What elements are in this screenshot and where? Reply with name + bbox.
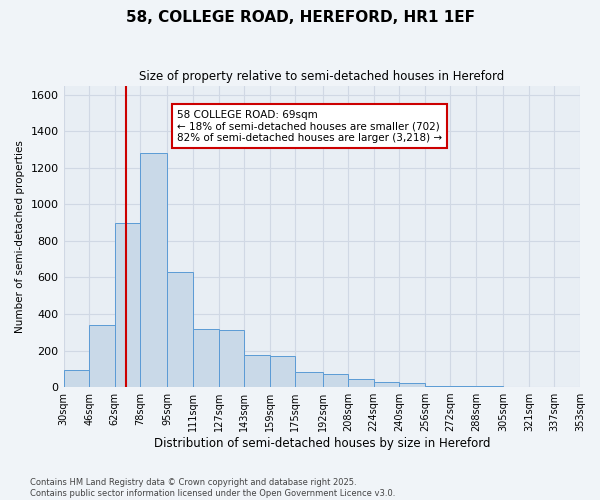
Text: 58 COLLEGE ROAD: 69sqm
← 18% of semi-detached houses are smaller (702)
82% of se: 58 COLLEGE ROAD: 69sqm ← 18% of semi-det… (177, 110, 442, 143)
Y-axis label: Number of semi-detached properties: Number of semi-detached properties (15, 140, 25, 333)
Bar (400, 384, 425, 387)
Title: Size of property relative to semi-detached houses in Hereford: Size of property relative to semi-detach… (139, 70, 505, 83)
Bar (323, 374, 348, 387)
Bar (295, 372, 323, 387)
Bar (115, 222, 140, 387)
Bar (218, 330, 244, 387)
Bar (167, 272, 193, 387)
X-axis label: Distribution of semi-detached houses by size in Hereford: Distribution of semi-detached houses by … (154, 437, 490, 450)
Bar (140, 153, 167, 387)
Bar (374, 382, 400, 387)
Bar (348, 379, 374, 387)
Bar (64, 370, 89, 387)
Bar (89, 325, 115, 387)
Bar (503, 386, 529, 387)
Bar (451, 386, 476, 387)
Bar (476, 386, 503, 387)
Text: Contains HM Land Registry data © Crown copyright and database right 2025.
Contai: Contains HM Land Registry data © Crown c… (30, 478, 395, 498)
Text: 58, COLLEGE ROAD, HEREFORD, HR1 1EF: 58, COLLEGE ROAD, HEREFORD, HR1 1EF (125, 10, 475, 25)
Bar (244, 355, 270, 387)
Bar (193, 328, 218, 387)
Bar (270, 356, 295, 387)
Bar (425, 386, 451, 387)
